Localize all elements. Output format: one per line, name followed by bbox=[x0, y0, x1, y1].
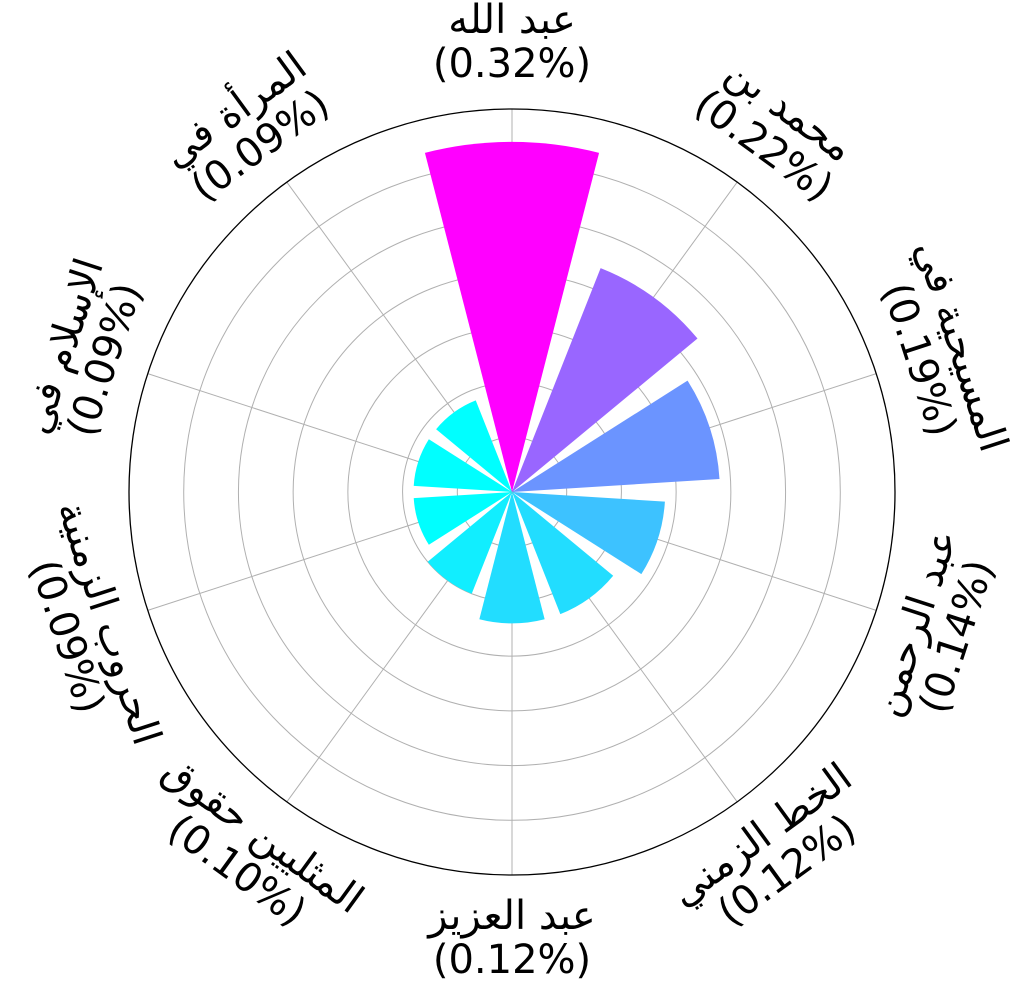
bar-8 bbox=[413, 439, 512, 492]
bar-2 bbox=[512, 380, 720, 492]
category-name: عبد الله bbox=[448, 0, 576, 43]
category-label-2: المسيحية في(0.19%) bbox=[873, 235, 1017, 457]
category-label-3: عبد الرحمن(0.14%) bbox=[863, 524, 1003, 722]
category-value-label: (0.32%) bbox=[433, 41, 591, 87]
category-label-8: الإسلام في(0.09%) bbox=[13, 253, 151, 442]
category-label-6: المثليين حقوق(0.10%) bbox=[154, 747, 372, 936]
bar-6 bbox=[427, 492, 512, 594]
category-label-9: المرأة في(0.09%) bbox=[152, 40, 338, 211]
bar-4 bbox=[512, 492, 614, 615]
bar-5 bbox=[479, 492, 545, 624]
bar-series bbox=[413, 141, 720, 624]
bar-7 bbox=[413, 492, 512, 545]
category-name: عبد العزيز bbox=[426, 893, 596, 939]
category-label-4: الخط الزمني(0.12%) bbox=[662, 754, 865, 936]
bar-9 bbox=[436, 400, 512, 492]
category-value-label: (0.12%) bbox=[433, 937, 591, 983]
bar-3 bbox=[512, 492, 665, 575]
category-label-1: محمد بن(0.22%) bbox=[686, 49, 862, 211]
category-label-5: عبد العزيز(0.12%) bbox=[426, 893, 596, 983]
bar-1 bbox=[512, 268, 698, 492]
category-label-0: عبد الله(0.32%) bbox=[433, 0, 591, 87]
category-label-7: الحروب الزمنية(0.09%) bbox=[21, 495, 170, 750]
outer-ring bbox=[128, 108, 896, 876]
bar-0 bbox=[424, 141, 600, 492]
